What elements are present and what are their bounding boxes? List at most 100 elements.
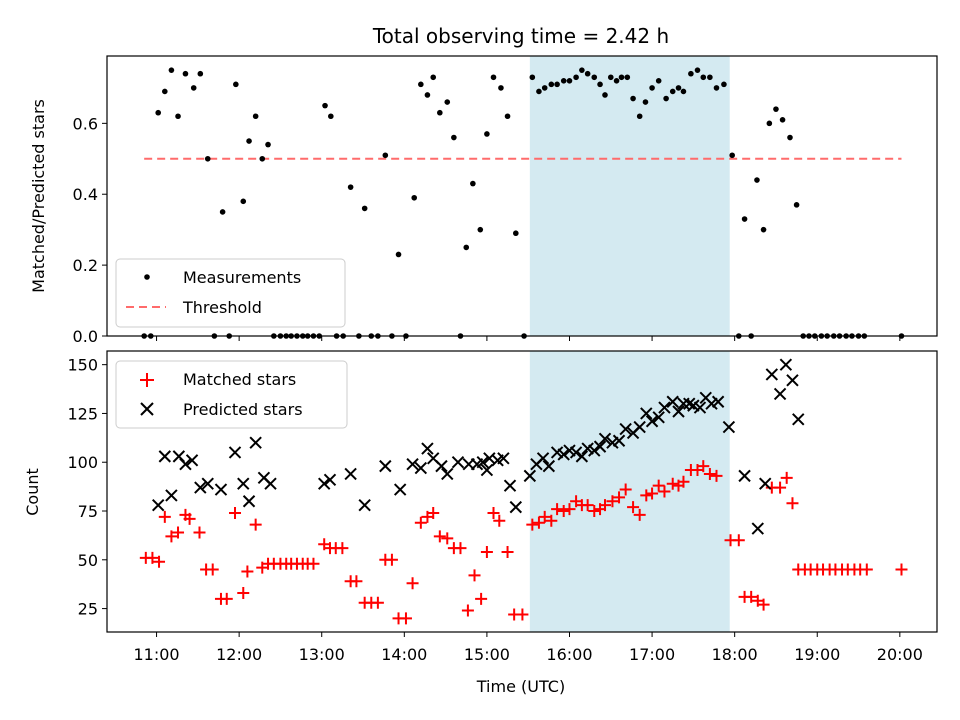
matched-point	[652, 479, 665, 492]
legend-measurements-marker	[144, 274, 150, 280]
predicted-point	[451, 456, 465, 469]
matched-point	[414, 516, 427, 529]
measurement-point	[741, 216, 748, 222]
x-tick-label: 19:00	[794, 645, 840, 664]
matched-point	[487, 506, 500, 519]
predicted-point	[480, 463, 494, 477]
measurement-point	[787, 134, 793, 141]
measurement-point	[382, 152, 389, 159]
predicted-point	[165, 489, 178, 502]
predicted-point	[497, 452, 510, 465]
measurement-point	[636, 113, 643, 120]
measurement-point	[219, 209, 226, 215]
predicted-point	[421, 442, 434, 455]
matched-point	[786, 497, 799, 510]
predicted-point	[711, 395, 725, 408]
predicted-point	[179, 457, 192, 471]
x-tick-label: 16:00	[546, 645, 592, 664]
predicted-point	[237, 477, 250, 490]
top-axis-ticks: 0.0 0.2 0.4 0.6	[73, 114, 901, 346]
predicted-point	[575, 450, 589, 463]
matched-point	[710, 469, 723, 482]
measurement-point	[430, 74, 437, 81]
predicted-point	[672, 405, 685, 418]
predicted-point	[765, 368, 779, 381]
predicted-point	[476, 456, 489, 469]
matched-point	[454, 542, 467, 555]
predicted-point	[598, 432, 612, 446]
matched-point	[350, 575, 363, 588]
legend-measurements-label: Measurements	[183, 268, 301, 287]
measurement-point	[642, 99, 649, 105]
matched-point	[183, 512, 196, 525]
predicted-point	[214, 483, 228, 496]
predicted-point	[722, 420, 736, 434]
matched-point	[551, 503, 564, 516]
measurement-point	[411, 194, 418, 201]
legend-predicted-marker	[140, 402, 154, 416]
top-legend-box	[115, 258, 346, 328]
predicted-point	[393, 483, 407, 496]
measurement-point	[597, 81, 603, 88]
measurement-point	[630, 95, 636, 102]
matched-point	[468, 569, 481, 582]
measurement-point	[498, 85, 504, 91]
predicted-point	[441, 467, 454, 481]
matched-point	[545, 514, 558, 527]
predicted-point	[677, 397, 690, 410]
predicted-point	[588, 444, 601, 457]
matched-point	[172, 526, 185, 539]
x-tick-label: 20:00	[877, 645, 923, 664]
matched-point	[229, 506, 242, 519]
bottom-y-axis-label: Count	[23, 468, 42, 516]
matched-point	[427, 506, 440, 519]
predicted-point	[792, 413, 805, 426]
matched-point	[307, 557, 320, 570]
matched-point	[666, 477, 679, 490]
measurement-point	[490, 74, 497, 81]
measurement-point	[773, 106, 779, 112]
count-points	[139, 358, 908, 625]
matched-point	[563, 503, 576, 516]
matched-point	[461, 604, 474, 617]
legend-threshold-label: Threshold	[182, 298, 262, 317]
top-highlight-span	[529, 56, 730, 336]
matched-point	[697, 460, 710, 473]
predicted-point	[435, 459, 448, 473]
matched-point	[895, 563, 908, 576]
predicted-point	[542, 459, 556, 473]
matched-point	[433, 530, 446, 543]
measurement-point	[328, 113, 334, 120]
predicted-point	[406, 457, 419, 471]
bottom-y-tick-label: 75	[78, 502, 98, 521]
predicted-point	[645, 415, 659, 428]
measurement-point	[259, 155, 266, 162]
measurement-point	[766, 120, 773, 127]
top-y-tick-label: 0.6	[73, 114, 98, 133]
matched-point	[501, 545, 514, 558]
matched-point	[193, 526, 206, 539]
predicted-point	[786, 374, 799, 387]
matched-point	[613, 491, 626, 504]
measurement-point	[713, 85, 720, 91]
measurement-point	[470, 180, 476, 187]
predicted-point	[509, 500, 523, 514]
measurement-point	[240, 198, 247, 205]
measurement-point	[554, 81, 560, 88]
matched-point	[619, 483, 632, 496]
measurement-point	[607, 74, 614, 81]
predicted-point	[666, 395, 679, 408]
predicted-point	[323, 473, 337, 486]
predicted-point	[779, 358, 793, 371]
predicted-point	[158, 450, 172, 463]
predicted-point	[317, 477, 331, 490]
measurement-point	[793, 202, 800, 208]
measurement-point	[548, 81, 555, 88]
measurement-point	[168, 67, 175, 73]
predicted-point	[379, 459, 392, 473]
legend-matched-label: Matched stars	[183, 370, 296, 389]
predicted-point	[249, 436, 262, 449]
measurement-point	[613, 78, 620, 84]
predicted-point	[759, 477, 772, 490]
